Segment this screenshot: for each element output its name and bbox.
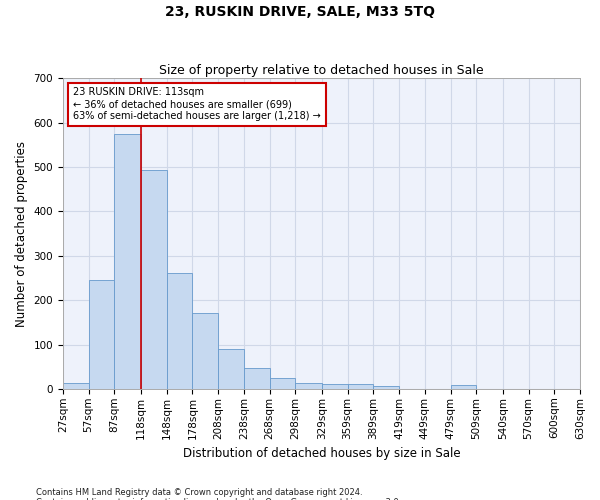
Bar xyxy=(347,384,373,389)
Bar xyxy=(193,312,218,389)
Bar xyxy=(373,386,399,389)
Bar xyxy=(141,170,167,389)
Text: Contains public sector information licensed under the Open Government Licence v3: Contains public sector information licen… xyxy=(36,498,401,500)
Bar xyxy=(451,386,476,389)
Bar xyxy=(115,134,141,389)
Text: Contains HM Land Registry data © Crown copyright and database right 2024.: Contains HM Land Registry data © Crown c… xyxy=(36,488,362,497)
Bar xyxy=(269,378,295,389)
Text: 23, RUSKIN DRIVE, SALE, M33 5TQ: 23, RUSKIN DRIVE, SALE, M33 5TQ xyxy=(165,5,435,19)
X-axis label: Distribution of detached houses by size in Sale: Distribution of detached houses by size … xyxy=(182,447,460,460)
Bar xyxy=(63,383,89,389)
Text: 23 RUSKIN DRIVE: 113sqm
← 36% of detached houses are smaller (699)
63% of semi-d: 23 RUSKIN DRIVE: 113sqm ← 36% of detache… xyxy=(73,88,321,120)
Bar xyxy=(244,368,269,389)
Y-axis label: Number of detached properties: Number of detached properties xyxy=(15,140,28,326)
Bar xyxy=(167,274,193,389)
Bar xyxy=(322,384,347,389)
Bar xyxy=(89,280,115,389)
Bar xyxy=(218,349,244,389)
Bar xyxy=(295,383,322,389)
Title: Size of property relative to detached houses in Sale: Size of property relative to detached ho… xyxy=(159,64,484,77)
